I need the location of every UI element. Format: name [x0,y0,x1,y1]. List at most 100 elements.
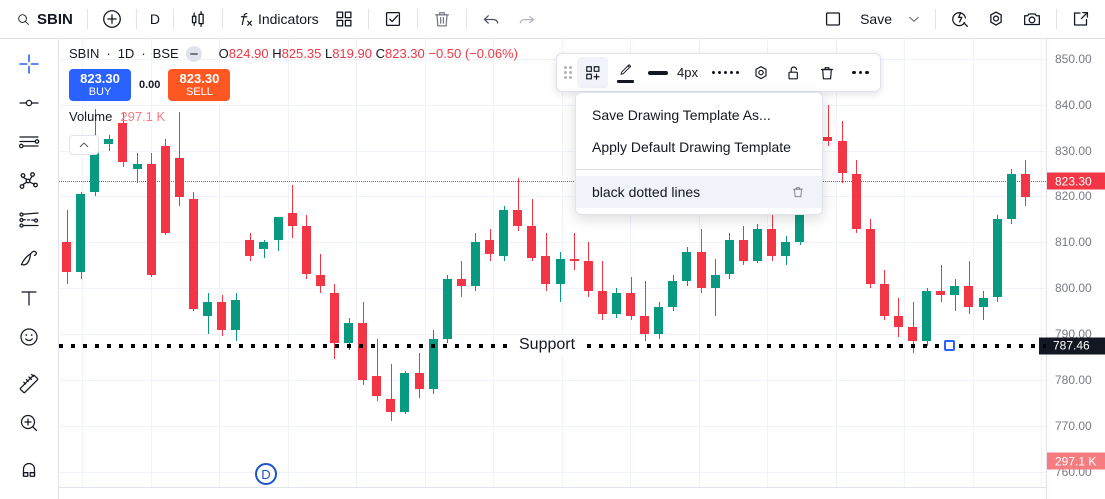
legend-symbol[interactable]: SBIN [69,46,100,61]
divider [367,9,369,29]
candle-body [203,302,212,316]
sidebar-item-drawing-lock[interactable] [10,490,48,499]
volume-value-badge[interactable]: 297.1 K [1047,452,1105,470]
support-price-badge[interactable]: 787.46 [1039,337,1105,355]
save-label: Save [860,11,892,27]
candle-body [386,398,396,413]
dividend-marker[interactable]: D [255,463,277,485]
candle-body [287,212,297,227]
menu-item-apply-default-template[interactable]: Apply Default Drawing Template [576,131,822,163]
fullscreen-button[interactable] [1063,4,1099,34]
candle-body [879,283,889,316]
current-color-swatch [617,80,634,83]
candle-body [908,327,917,342]
sidebar-item-measure[interactable] [10,365,48,403]
candle-body [259,242,269,250]
sidebar-item-horizontal-lines[interactable] [10,123,48,161]
redo-button[interactable] [509,4,545,34]
candle-body [626,292,635,316]
legend-interval[interactable]: 1D [117,46,135,61]
price-axis-tick: 800.00 [1055,281,1092,296]
collapse-pane-button[interactable] [69,135,99,155]
support-line-handle[interactable] [944,340,955,352]
gridline-horizontal [59,104,1046,106]
price-axis-tick: 770.00 [1055,419,1092,433]
sidebar-item-pitchfork[interactable] [10,162,48,200]
undo-button[interactable] [473,4,509,34]
gridline-vertical [493,39,494,499]
candle-body [654,306,664,335]
candle-body [485,240,494,254]
drawing-settings-button[interactable] [746,57,777,88]
sell-button[interactable]: 823.30 SELL [168,69,231,101]
candle-body [104,139,114,144]
layout-toggle-button[interactable] [815,4,851,34]
legend-sep-1: · [106,46,111,61]
dotted-line-icon [711,71,739,74]
sidebar-item-text[interactable] [10,279,48,317]
candle-body [174,157,184,197]
snapshot-button[interactable] [1014,4,1050,34]
menu-item-saved-template[interactable]: black dotted lines [576,176,822,208]
sidebar-item-crosshair[interactable] [10,45,48,83]
symbol-search-button[interactable]: SBIN [8,4,81,34]
candle-body [245,240,255,257]
series-visibility-toggle[interactable] [185,46,202,62]
gridline-vertical [767,39,768,499]
ohlc-o-value: 824.90 [228,46,269,61]
sidebar-item-zoom-in[interactable] [10,404,48,442]
replay-button[interactable] [942,4,978,34]
alerts-button[interactable] [375,4,411,34]
save-button[interactable]: Save [851,4,899,34]
layout-button[interactable] [326,4,362,34]
drawing-template-menu[interactable]: Save Drawing Template As... Apply Defaul… [575,92,823,215]
ohlc-l-key: L [324,46,333,61]
redo-icon [519,16,534,24]
line-color-button[interactable] [610,57,641,88]
candle-wick [574,233,576,270]
sidebar-item-fib-retracement[interactable] [10,201,48,239]
drawing-floating-toolbar[interactable]: 4px [556,53,881,92]
candle-body [499,210,509,257]
settings-button[interactable] [978,4,1014,34]
candle-body [90,143,100,192]
brush-icon [20,250,37,266]
save-menu-button[interactable] [899,4,929,34]
interval-button[interactable]: D [149,11,160,27]
sell-price: 823.30 [179,71,220,86]
line-width-button[interactable]: 4px [643,57,705,88]
unlock-icon [788,65,799,79]
drawing-template-button[interactable] [577,57,608,88]
delete-drawing-button[interactable] [812,57,843,88]
last-price-badge[interactable]: 823.30 [1047,172,1105,190]
chart-style-button[interactable] [180,4,216,34]
support-line-label[interactable]: Support [509,334,586,355]
candle-body [738,240,748,261]
more-horizontal-icon [852,70,869,75]
ruler-icon [19,373,39,394]
sidebar-item-brush[interactable] [10,240,48,278]
gridline-horizontal [59,334,1046,336]
remove-drawings-button[interactable] [424,4,460,34]
more-options-button[interactable] [845,57,876,88]
buy-button[interactable]: 823.30 BUY [69,69,131,101]
replay-icon [952,12,968,27]
menu-item-save-template[interactable]: Save Drawing Template As... [576,99,822,131]
chart-pane[interactable]: Support D SBIN · 1D · BSE O824.90 H825.3… [59,39,1046,499]
open-external-icon [1073,11,1089,26]
sidebar-item-magnet[interactable] [10,451,48,489]
line-width-label: 4px [677,65,698,80]
line-style-button[interactable] [707,57,744,88]
toolbar-drag-handle[interactable] [561,66,575,79]
sidebar-item-trend-line[interactable] [10,84,48,122]
sidebar-item-emoji[interactable] [10,318,48,356]
candle-body [710,274,720,289]
volume-legend[interactable]: Volume 297.1 K [69,109,518,124]
time-axis[interactable] [59,487,1046,499]
price-axis[interactable]: 850.00 840.00 830.00 820.00 810.00 800.00 790.… [1039,39,1105,499]
delete-template-button[interactable] [790,184,806,200]
candle-wick [376,338,378,401]
add-symbol-button[interactable] [94,4,130,34]
lock-drawing-button[interactable] [779,57,810,88]
indicators-button[interactable]: Indicators [229,4,326,34]
